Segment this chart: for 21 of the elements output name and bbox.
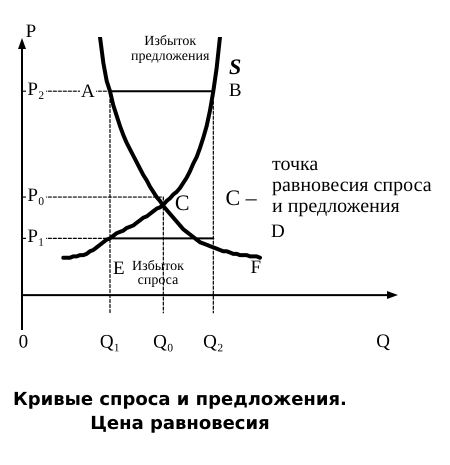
- x-tick-label: Q₂: [203, 332, 224, 353]
- annotation: Избыток спроса: [132, 259, 184, 288]
- annotation: B: [228, 80, 242, 102]
- annotation: A: [80, 80, 96, 102]
- annotation: точка равновесия спроса и предложения: [272, 153, 432, 217]
- series-label: S: [228, 54, 242, 80]
- annotation: E: [112, 258, 125, 280]
- annotation: C: [174, 190, 190, 215]
- x-tick-label: 0: [18, 332, 28, 353]
- series-label: D: [270, 221, 285, 244]
- y-axis-title: P: [26, 20, 36, 42]
- x-tick-label: Q₁: [100, 332, 120, 353]
- annotation: F: [250, 256, 262, 278]
- annotation: C –: [226, 185, 257, 210]
- x-axis-title: Q: [376, 330, 390, 353]
- series-label: P₂: [26, 78, 46, 100]
- annotation: Избыток предложения: [131, 34, 210, 64]
- series-label: P₀: [26, 184, 46, 206]
- text: Кривые спроса и предложения. Цена равновесия: [13, 388, 347, 436]
- x-tick-label: Q₀: [153, 332, 174, 353]
- series-label: P₁: [26, 226, 46, 247]
